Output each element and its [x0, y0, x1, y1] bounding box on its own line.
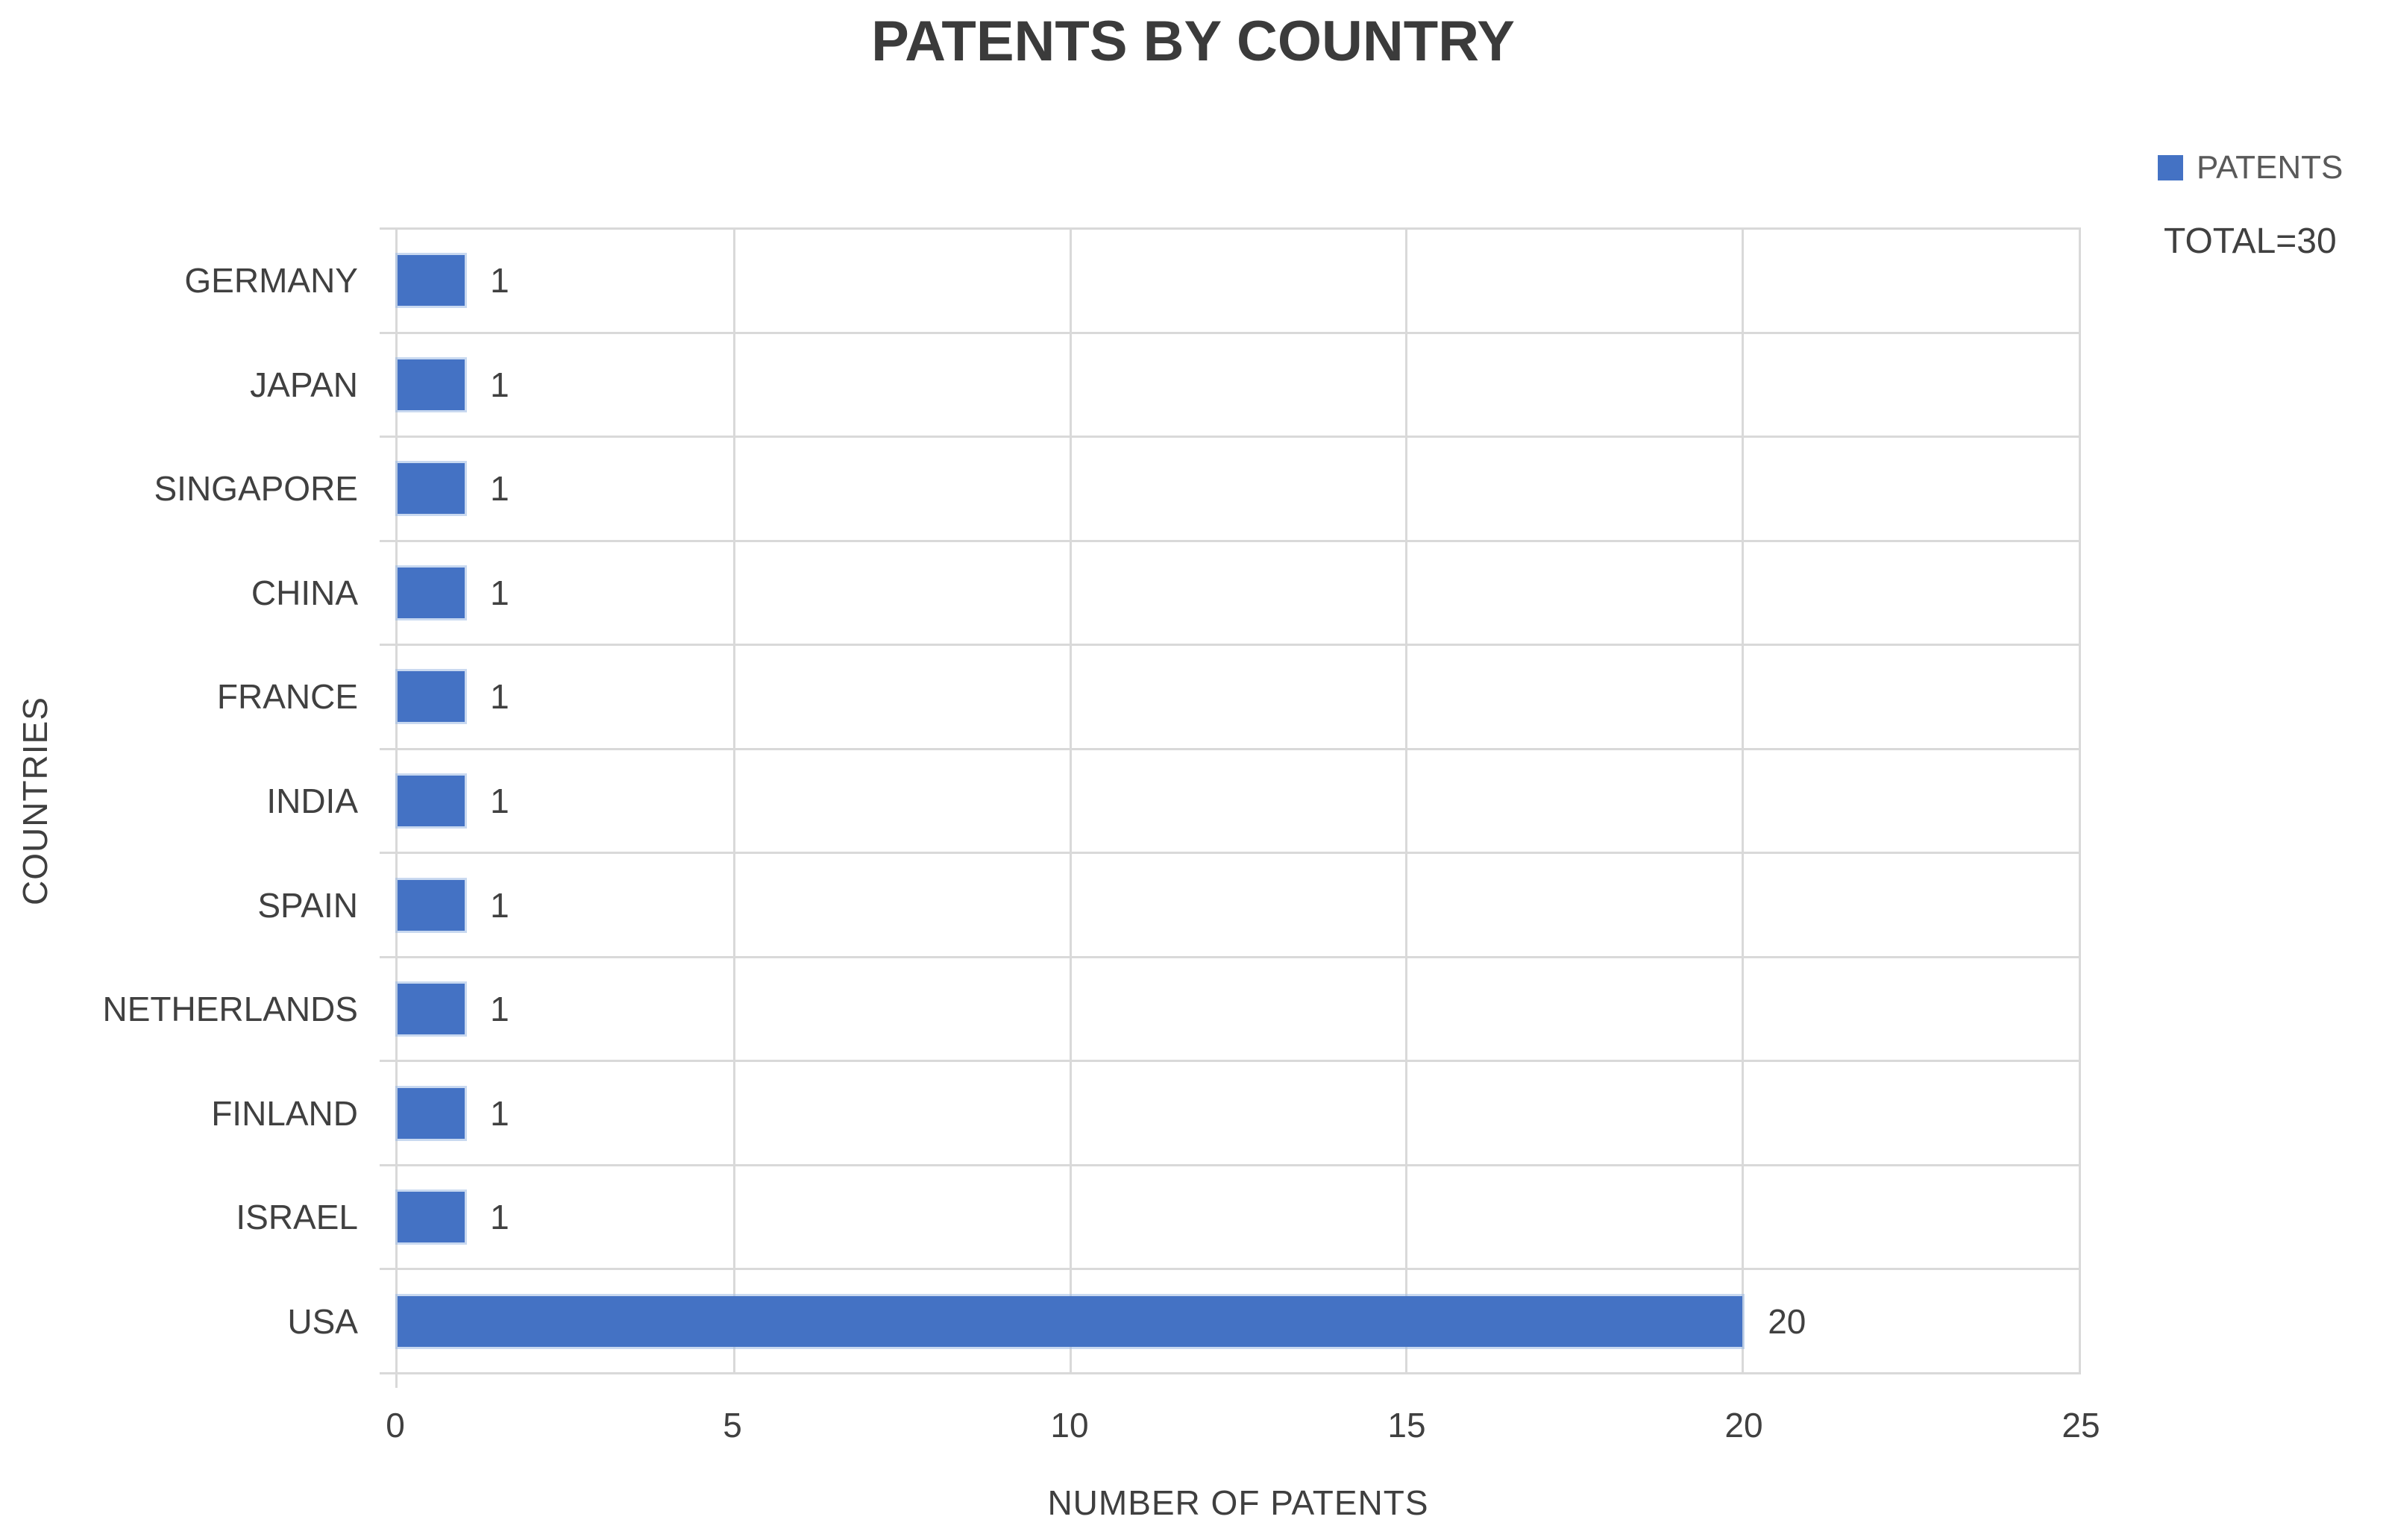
bar [398, 879, 465, 931]
value-label: 1 [490, 990, 509, 1029]
value-label: 1 [490, 573, 509, 612]
legend-entry: PATENTS [2158, 149, 2343, 186]
bar [398, 463, 465, 515]
category-label: JAPAN [250, 365, 358, 404]
bar [398, 359, 465, 410]
bar [398, 671, 465, 723]
bar-row-israel: ISRAEL 1 [236, 1166, 2079, 1271]
legend: PATENTS TOTAL=30 [2158, 149, 2343, 262]
bar-row-china: CHINA 1 [251, 542, 2079, 647]
legend-total-label: TOTAL=30 [2164, 221, 2337, 261]
category-label: CHINA [251, 573, 358, 612]
value-label: 1 [490, 1198, 509, 1237]
legend-marker-icon [2158, 155, 2183, 180]
bar [398, 255, 465, 307]
bar-row-india: INDIA 1 [266, 750, 2079, 855]
bar-row-spain: SPAIN 1 [257, 854, 2079, 958]
bar-row-usa: USA 20 [287, 1270, 2079, 1374]
category-label: INDIA [266, 782, 358, 820]
bar-row-netherlands: NETHERLANDS 1 [102, 958, 2079, 1063]
legend-series-label: PATENTS [2197, 149, 2343, 186]
bar [398, 1192, 465, 1243]
x-axis-title: NUMBER OF PATENTS [1047, 1483, 1429, 1522]
x-axis: 0 5 10 15 20 25 [386, 1405, 2100, 1450]
value-label: 1 [490, 885, 509, 925]
x-axis-tick: 5 [723, 1406, 742, 1445]
bar-row-germany: GERMANY 1 [184, 230, 2079, 334]
value-label: 1 [490, 782, 509, 820]
x-axis-tick: 15 [1387, 1406, 1426, 1445]
x-axis-tick: 10 [1050, 1406, 1089, 1445]
category-label: NETHERLANDS [102, 990, 358, 1029]
category-label: FINLAND [211, 1093, 358, 1133]
bar [398, 1087, 465, 1139]
bar [398, 1295, 1743, 1347]
category-label: GERMANY [184, 261, 358, 301]
value-label: 1 [490, 1093, 509, 1133]
value-label: 1 [490, 261, 509, 301]
x-axis-tick: 0 [386, 1406, 405, 1445]
x-axis-tick: 20 [1724, 1406, 1763, 1445]
value-label: 1 [490, 365, 509, 404]
bar-row-france: FRANCE 1 [217, 646, 2079, 750]
plot-area: GERMANY 1 JAPAN 1 SINGAPORE 1 CHINA 1 FR… [102, 227, 2081, 1388]
bar [398, 776, 465, 826]
x-axis-tick: 25 [2062, 1406, 2100, 1445]
vertical-gridline [1069, 230, 1072, 1372]
value-label: 1 [490, 677, 509, 717]
category-label: FRANCE [216, 677, 358, 717]
value-label: 20 [1768, 1301, 1806, 1341]
bar [398, 984, 465, 1035]
category-label: SINGAPORE [154, 469, 358, 509]
bar-row-singapore: SINGAPORE 1 [154, 438, 2079, 542]
value-label: 1 [490, 469, 509, 509]
bar [398, 567, 465, 618]
chart-title: PATENTS BY COUNTRY [871, 10, 1515, 73]
vertical-gridline [1405, 230, 1408, 1372]
bar-row-finland: FINLAND 1 [211, 1062, 2079, 1166]
category-label: ISRAEL [236, 1198, 358, 1237]
vertical-gridline [732, 230, 735, 1372]
bar-row-japan: JAPAN 1 [250, 334, 2079, 439]
vertical-gridline [1742, 230, 1745, 1372]
category-label: SPAIN [257, 885, 358, 925]
category-label: USA [287, 1301, 358, 1341]
